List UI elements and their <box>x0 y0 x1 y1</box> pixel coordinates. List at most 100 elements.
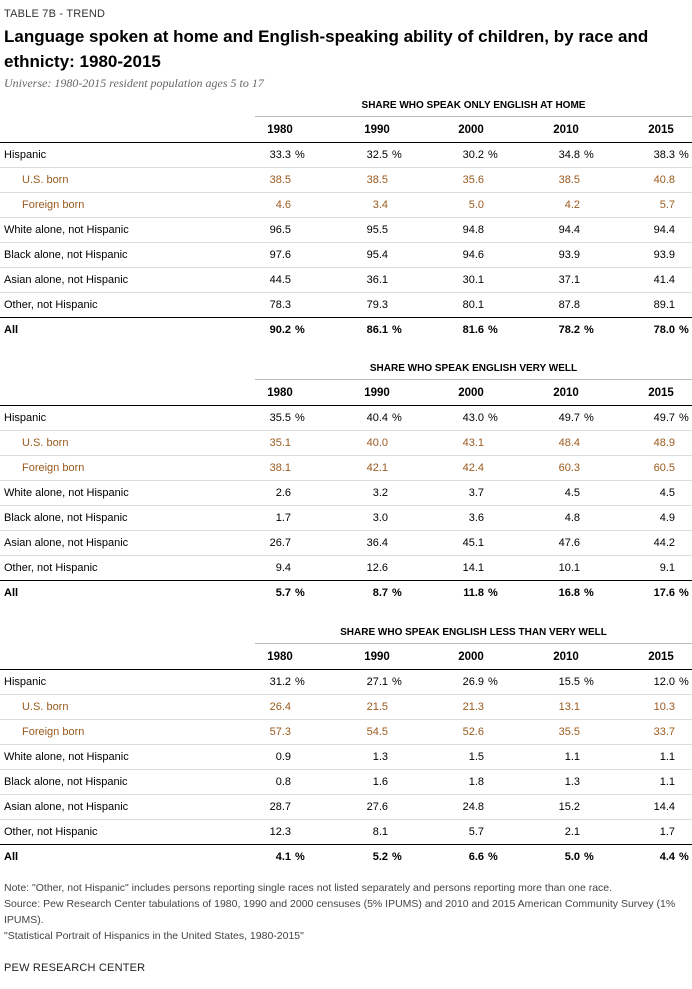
table-row: Black alone, not Hispanic 1.7 3.0 3.6 4.8 4.9 <box>0 506 692 531</box>
cell-value: 38.3 <box>653 149 675 161</box>
cell-value: 94.6 <box>462 249 484 261</box>
row-separator <box>0 267 692 268</box>
cell-value: 1.3 <box>564 776 580 788</box>
table-row: Hispanic 33.3% 32.5% 30.2% 34.8% 38.3% <box>0 143 692 168</box>
cell-value: 86.1 <box>366 324 388 336</box>
row-label: All <box>4 587 19 599</box>
cell-value: 12.0 <box>653 676 675 688</box>
header-rule <box>0 669 692 670</box>
year-header: 2015 <box>648 651 674 663</box>
percent-sign: % <box>584 412 594 424</box>
year-header: 1980 <box>267 387 293 399</box>
cell-value: 35.5 <box>558 726 580 738</box>
cell-value: 27.1 <box>366 676 388 688</box>
row-separator <box>0 217 692 218</box>
table-section-1: SHARE WHO SPEAK ONLY ENGLISH AT HOME 1980… <box>0 96 692 351</box>
cell-value: 21.5 <box>366 701 388 713</box>
note-report-title: "Statistical Portrait of Hispanics in th… <box>4 930 304 942</box>
cell-value: 0.8 <box>275 776 291 788</box>
cell-value: 94.8 <box>462 224 484 236</box>
cell-value: 48.4 <box>558 437 580 449</box>
table-row: All 90.2% 86.1% 81.6% 78.2% 78.0% <box>0 318 692 343</box>
percent-sign: % <box>679 851 689 863</box>
total-rule <box>0 844 692 845</box>
percent-sign: % <box>392 324 402 336</box>
year-header: 2000 <box>458 124 484 136</box>
cell-value: 14.4 <box>653 801 675 813</box>
cell-value: 4.9 <box>659 512 675 524</box>
cell-value: 3.4 <box>372 199 388 211</box>
table-row: U.S. born 38.5 38.5 35.6 38.5 40.8 <box>0 168 692 193</box>
cell-value: 24.8 <box>462 801 484 813</box>
header-rule <box>0 405 692 406</box>
row-separator <box>0 819 692 820</box>
cell-value: 42.4 <box>462 462 484 474</box>
row-label: Foreign born <box>22 462 85 474</box>
row-separator <box>0 769 692 770</box>
cell-value: 78.0 <box>653 324 675 336</box>
cell-value: 3.2 <box>372 487 388 499</box>
row-label: White alone, not Hispanic <box>4 224 129 236</box>
cell-value: 30.1 <box>462 274 484 286</box>
row-label: Asian alone, not Hispanic <box>4 801 129 813</box>
year-header: 2010 <box>553 651 579 663</box>
cell-value: 4.6 <box>275 199 291 211</box>
percent-sign: % <box>679 676 689 688</box>
row-separator <box>0 744 692 745</box>
cell-value: 52.6 <box>462 726 484 738</box>
table-row: Asian alone, not Hispanic 44.5 36.1 30.1 37.… <box>0 268 692 293</box>
percent-sign: % <box>584 149 594 161</box>
cell-value: 31.2 <box>269 676 291 688</box>
row-label: All <box>4 324 19 336</box>
cell-value: 32.5 <box>366 149 388 161</box>
table-row: Black alone, not Hispanic 97.6 95.4 94.6 93.… <box>0 243 692 268</box>
percent-sign: % <box>488 324 498 336</box>
percent-sign: % <box>295 587 305 599</box>
table-row: Asian alone, not Hispanic 26.7 36.4 45.1 47.… <box>0 531 692 556</box>
percent-sign: % <box>584 587 594 599</box>
cell-value: 54.5 <box>366 726 388 738</box>
table-row: Hispanic 35.5% 40.4% 43.0% 49.7% 49.7% <box>0 406 692 431</box>
cell-value: 1.5 <box>468 751 484 763</box>
row-label: Asian alone, not Hispanic <box>4 537 129 549</box>
cell-value: 95.4 <box>366 249 388 261</box>
percent-sign: % <box>295 676 305 688</box>
cell-value: 5.2 <box>372 851 388 863</box>
cell-value: 4.8 <box>564 512 580 524</box>
cell-value: 43.1 <box>462 437 484 449</box>
cell-value: 6.6 <box>468 851 484 863</box>
cell-value: 9.1 <box>659 562 675 574</box>
row-label: Other, not Hispanic <box>4 562 98 574</box>
cell-value: 10.1 <box>558 562 580 574</box>
row-separator <box>0 242 692 243</box>
percent-sign: % <box>679 149 689 161</box>
percent-sign: % <box>584 851 594 863</box>
footer-brand: PEW RESEARCH CENTER <box>4 962 146 974</box>
row-separator <box>0 480 692 481</box>
cell-value: 40.4 <box>366 412 388 424</box>
cell-value: 8.1 <box>372 826 388 838</box>
row-label: U.S. born <box>22 437 69 449</box>
row-label: Hispanic <box>4 149 47 161</box>
notes: Note: "Other, not Hispanic" includes per… <box>4 880 684 944</box>
cell-value: 81.6 <box>462 324 484 336</box>
cell-value: 4.2 <box>564 199 580 211</box>
cell-value: 3.7 <box>468 487 484 499</box>
cell-value: 79.3 <box>366 299 388 311</box>
percent-sign: % <box>295 324 305 336</box>
cell-value: 3.6 <box>468 512 484 524</box>
cell-value: 89.1 <box>653 299 675 311</box>
cell-value: 1.7 <box>275 512 291 524</box>
cell-value: 4.5 <box>564 487 580 499</box>
table-row: Foreign born 57.3 54.5 52.6 35.5 33.7 <box>0 720 692 745</box>
cell-value: 12.6 <box>366 562 388 574</box>
universe-note: Universe: 1980-2015 resident population … <box>4 76 264 90</box>
cell-value: 38.5 <box>269 174 291 186</box>
row-label: White alone, not Hispanic <box>4 751 129 763</box>
cell-value: 10.3 <box>653 701 675 713</box>
cell-value: 8.7 <box>372 587 388 599</box>
year-header: 1980 <box>267 651 293 663</box>
percent-sign: % <box>488 676 498 688</box>
percent-sign: % <box>392 587 402 599</box>
total-rule <box>0 317 692 318</box>
